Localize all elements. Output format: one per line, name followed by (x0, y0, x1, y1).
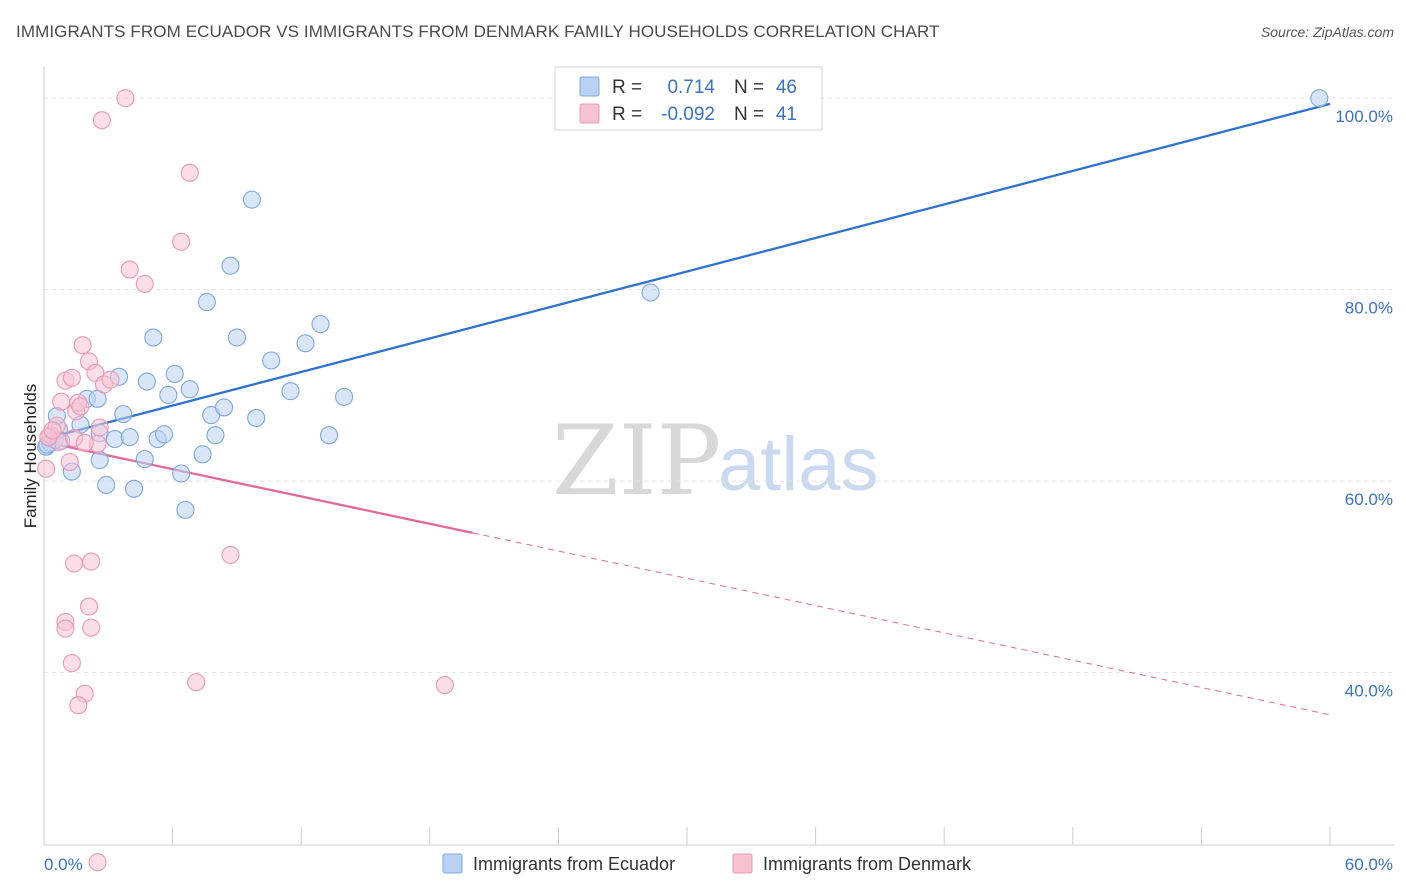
bottom-legend-swatch-ecuador (442, 853, 463, 874)
watermark: ZIP atlas (552, 405, 879, 517)
ecuador-point (154, 425, 174, 444)
denmark-point (88, 853, 107, 872)
y-tick-label: 80.0% (1345, 299, 1393, 318)
denmark-trend-line-projection (472, 532, 1331, 716)
denmark-point (79, 597, 99, 616)
y-axis-label: Family Households (21, 384, 40, 529)
ecuador-point (144, 328, 163, 347)
ecuador-point (221, 256, 240, 275)
legend-swatch-ecuador (579, 76, 600, 97)
ecuador-point (97, 475, 116, 495)
denmark-point (82, 618, 101, 637)
denmark-point (69, 696, 88, 715)
ecuador-point (242, 190, 261, 209)
ecuador-point (262, 351, 281, 370)
x-tick-label: 60.0% (1345, 855, 1393, 874)
ecuador-point (165, 364, 184, 383)
denmark-point (120, 260, 139, 279)
ecuador-point (135, 450, 154, 469)
bottom-legend-swatch-denmark (732, 853, 753, 874)
ecuador-point (124, 479, 144, 498)
denmark-point (135, 274, 154, 293)
ecuador-point (197, 293, 216, 312)
legend-n-value-denmark: 41 (776, 104, 797, 125)
denmark-point (71, 397, 90, 416)
y-tick-label: 100.0% (1335, 107, 1393, 126)
denmark-point (180, 163, 199, 182)
legend-r-value-denmark: -0.092 (661, 104, 715, 125)
denmark-point (101, 370, 120, 389)
ecuador-point (335, 387, 354, 406)
bottom-legend-label-ecuador: Immigrants from Ecuador (473, 854, 675, 874)
denmark-point (92, 111, 111, 130)
ecuador-point (311, 315, 330, 334)
stats-legend: R = 0.714 N = 46 R = -0.092 N = 41 (554, 66, 823, 131)
ecuador-point (247, 408, 266, 428)
ecuador-point (176, 500, 195, 519)
data-points (37, 89, 1329, 872)
legend-swatch-denmark (579, 103, 600, 124)
ecuador-point (296, 334, 315, 353)
ecuador-point (120, 428, 139, 447)
source-credit: Source: ZipAtlas.com (1260, 24, 1394, 40)
y-tick-label: 40.0% (1345, 682, 1393, 701)
x-tick-labels: 0.0% 60.0% (44, 855, 1393, 874)
legend-n-label-denmark: N = (734, 104, 764, 125)
legend-r-label-denmark: R = (612, 104, 642, 125)
ecuador-point (172, 464, 191, 483)
denmark-point (62, 654, 81, 673)
denmark-point (435, 676, 454, 695)
ecuador-point (641, 283, 660, 302)
x-tick-label: 0.0% (44, 855, 83, 874)
ecuador-point (114, 405, 133, 424)
denmark-point (75, 433, 94, 452)
chart-title: IMMIGRANTS FROM ECUADOR VS IMMIGRANTS FR… (16, 22, 940, 41)
denmark-point (73, 336, 92, 355)
y-tick-labels: 40.0% 60.0% 80.0% 100.0% (1335, 107, 1393, 701)
denmark-point (62, 368, 81, 387)
denmark-point (56, 619, 75, 638)
ecuador-point (320, 426, 339, 445)
ecuador-point (90, 451, 109, 470)
denmark-point (221, 545, 240, 564)
series-legend: Immigrants from Ecuador Immigrants from … (442, 853, 972, 874)
denmark-point (82, 552, 101, 571)
denmark-trend-line (43, 440, 473, 534)
denmark-point (90, 418, 109, 437)
denmark-point (187, 673, 206, 692)
watermark-atlas: atlas (718, 422, 879, 507)
denmark-point (172, 232, 191, 251)
ecuador-point (159, 385, 178, 405)
bottom-legend-label-denmark: Immigrants from Denmark (763, 854, 972, 874)
ecuador-point (193, 445, 212, 464)
y-tick-label: 60.0% (1345, 490, 1393, 509)
trend-lines (43, 102, 1331, 716)
ecuador-point (214, 398, 234, 417)
ecuador-point (105, 429, 124, 449)
watermark-zip: ZIP (552, 405, 721, 517)
legend-n-label-ecuador: N = (734, 77, 764, 98)
ecuador-point (206, 426, 225, 445)
denmark-point (37, 459, 56, 478)
legend-r-value-ecuador: 0.714 (667, 77, 715, 98)
ecuador-point (227, 328, 246, 347)
denmark-point (43, 421, 62, 440)
axes (43, 67, 1395, 846)
ecuador-trend-line (43, 102, 1331, 441)
legend-n-value-ecuador: 46 (776, 77, 797, 98)
ecuador-point (281, 382, 300, 401)
ecuador-point (1310, 89, 1329, 108)
legend-r-label-ecuador: R = (612, 77, 642, 98)
denmark-point (64, 554, 84, 573)
denmark-point (60, 452, 79, 472)
denmark-point (116, 89, 135, 108)
denmark-point (52, 392, 71, 411)
ecuador-point (137, 372, 156, 391)
ecuador-point (180, 380, 199, 399)
